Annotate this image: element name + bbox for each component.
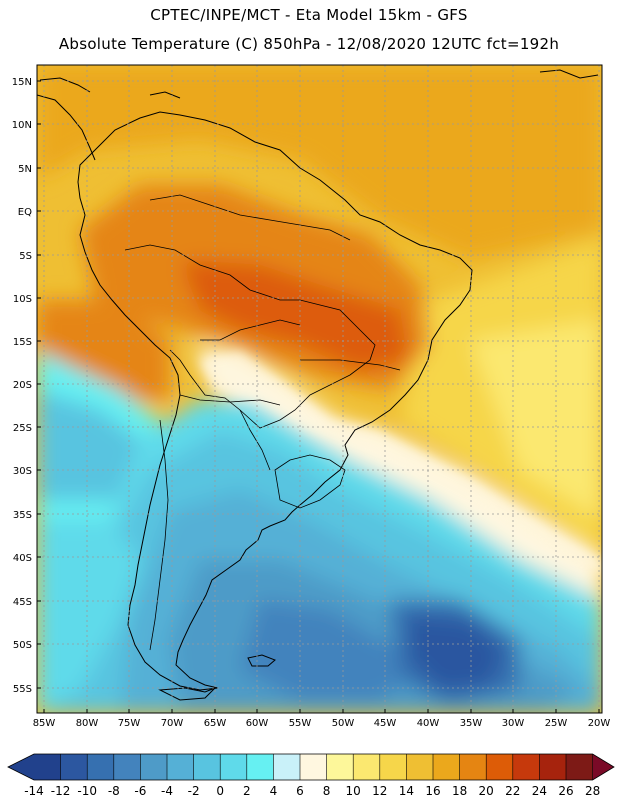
chart-title-line2: Absolute Temperature (C) 850hPa - 12/08/… [58, 35, 560, 53]
colorbar-label: 14 [399, 784, 414, 798]
colorbar-cell [353, 754, 380, 780]
colorbar-cell [273, 754, 300, 780]
lat-label: 30S [13, 466, 32, 477]
colorbar-label: -8 [108, 784, 120, 798]
colorbar-label: 8 [323, 784, 331, 798]
latitude-labels: 15N 10N 5N EQ 5S 10S 15S 20S 25S 30S 35S… [12, 77, 32, 695]
colorbar-label: 26 [558, 784, 573, 798]
lat-label: 5N [18, 164, 32, 175]
lat-label: 50S [13, 640, 32, 651]
temperature-field [37, 65, 602, 713]
colorbar-cell [140, 754, 167, 780]
lon-label: 75W [118, 718, 141, 729]
lon-label: 35W [460, 718, 483, 729]
lat-label: 25S [13, 423, 32, 434]
lon-label: 65W [204, 718, 227, 729]
lat-label: 45S [13, 597, 32, 608]
lon-label: 60W [246, 718, 269, 729]
colorbar-label: -4 [161, 784, 173, 798]
colorbar-cell [459, 754, 487, 780]
colorbar-label: 28 [585, 784, 600, 798]
colorbar-cell [87, 754, 114, 780]
country-borders [124, 194, 401, 651]
lon-label: 30W [502, 718, 525, 729]
colorbar-label: -14 [24, 784, 44, 798]
colorbar-label: -10 [77, 784, 97, 798]
lat-label: EQ [18, 207, 32, 218]
colorbar-label: 6 [296, 784, 304, 798]
lat-label: 10N [12, 120, 32, 131]
map-frame [36, 64, 603, 714]
lon-label: 70W [161, 718, 184, 729]
colorbar-label: 22 [505, 784, 520, 798]
lon-label: 55W [289, 718, 312, 729]
lat-label: 5S [19, 251, 32, 262]
colorbar-label: 24 [532, 784, 547, 798]
colorbar-label: 20 [479, 784, 494, 798]
lon-label: 50W [332, 718, 355, 729]
lon-label: 80W [76, 718, 99, 729]
lat-label: 10S [13, 294, 32, 305]
lon-label: 25W [545, 718, 568, 729]
colorbar-label: 2 [243, 784, 251, 798]
colorbar-cell [326, 754, 354, 780]
longitude-labels: 85W 80W 75W 70W 65W 60W 55W 50W 45W 40W … [33, 718, 611, 729]
colorbar-cell [566, 754, 593, 780]
colorbar-cell [220, 754, 247, 780]
lat-label: 20S [13, 380, 32, 391]
colorbar-label: 12 [372, 784, 387, 798]
colorbar-cell [246, 754, 274, 780]
colorbar-low-arrow [8, 754, 34, 780]
lat-label: 40S [13, 553, 32, 564]
lat-label: 35S [13, 510, 32, 521]
colorbar-cell [539, 754, 566, 780]
colorbar-cell [167, 754, 194, 780]
colorbar-cell [406, 754, 433, 780]
colorbar-cell [193, 754, 221, 780]
colorbar-cell [34, 754, 61, 780]
colorbar-cell [60, 754, 88, 780]
chart-title-line1: CPTEC/INPE/MCT - Eta Model 15km - GFS [150, 6, 468, 24]
lat-label: 15S [13, 337, 32, 348]
axis-ticks [37, 80, 600, 713]
colorbar-cell [512, 754, 540, 780]
colorbar-cell [433, 754, 460, 780]
colorbar-label: -12 [51, 784, 71, 798]
colorbar: -14 -12 -10 -8 -6 -4 -2 0 2 4 6 8 10 12 … [7, 753, 615, 798]
colorbar-high-arrow [592, 754, 614, 780]
colorbar-label: 18 [452, 784, 467, 798]
colorbar-cell [300, 754, 327, 780]
colorbar-label: 16 [425, 784, 440, 798]
lon-label: 85W [33, 718, 56, 729]
colorbar-cell [486, 754, 513, 780]
colorbar-label: -6 [134, 784, 146, 798]
colorbar-cell [113, 754, 141, 780]
colorbar-label: -2 [188, 784, 200, 798]
lon-label: 20W [588, 718, 611, 729]
lon-label: 45W [374, 718, 397, 729]
colorbar-label: 10 [346, 784, 361, 798]
colorbar-label: 0 [216, 784, 224, 798]
graticule [37, 65, 602, 713]
colorbar-cell [379, 754, 407, 780]
lon-label: 40W [417, 718, 440, 729]
lat-label: 15N [12, 77, 32, 88]
colorbar-label: 4 [270, 784, 278, 798]
lat-label: 55S [13, 684, 32, 695]
